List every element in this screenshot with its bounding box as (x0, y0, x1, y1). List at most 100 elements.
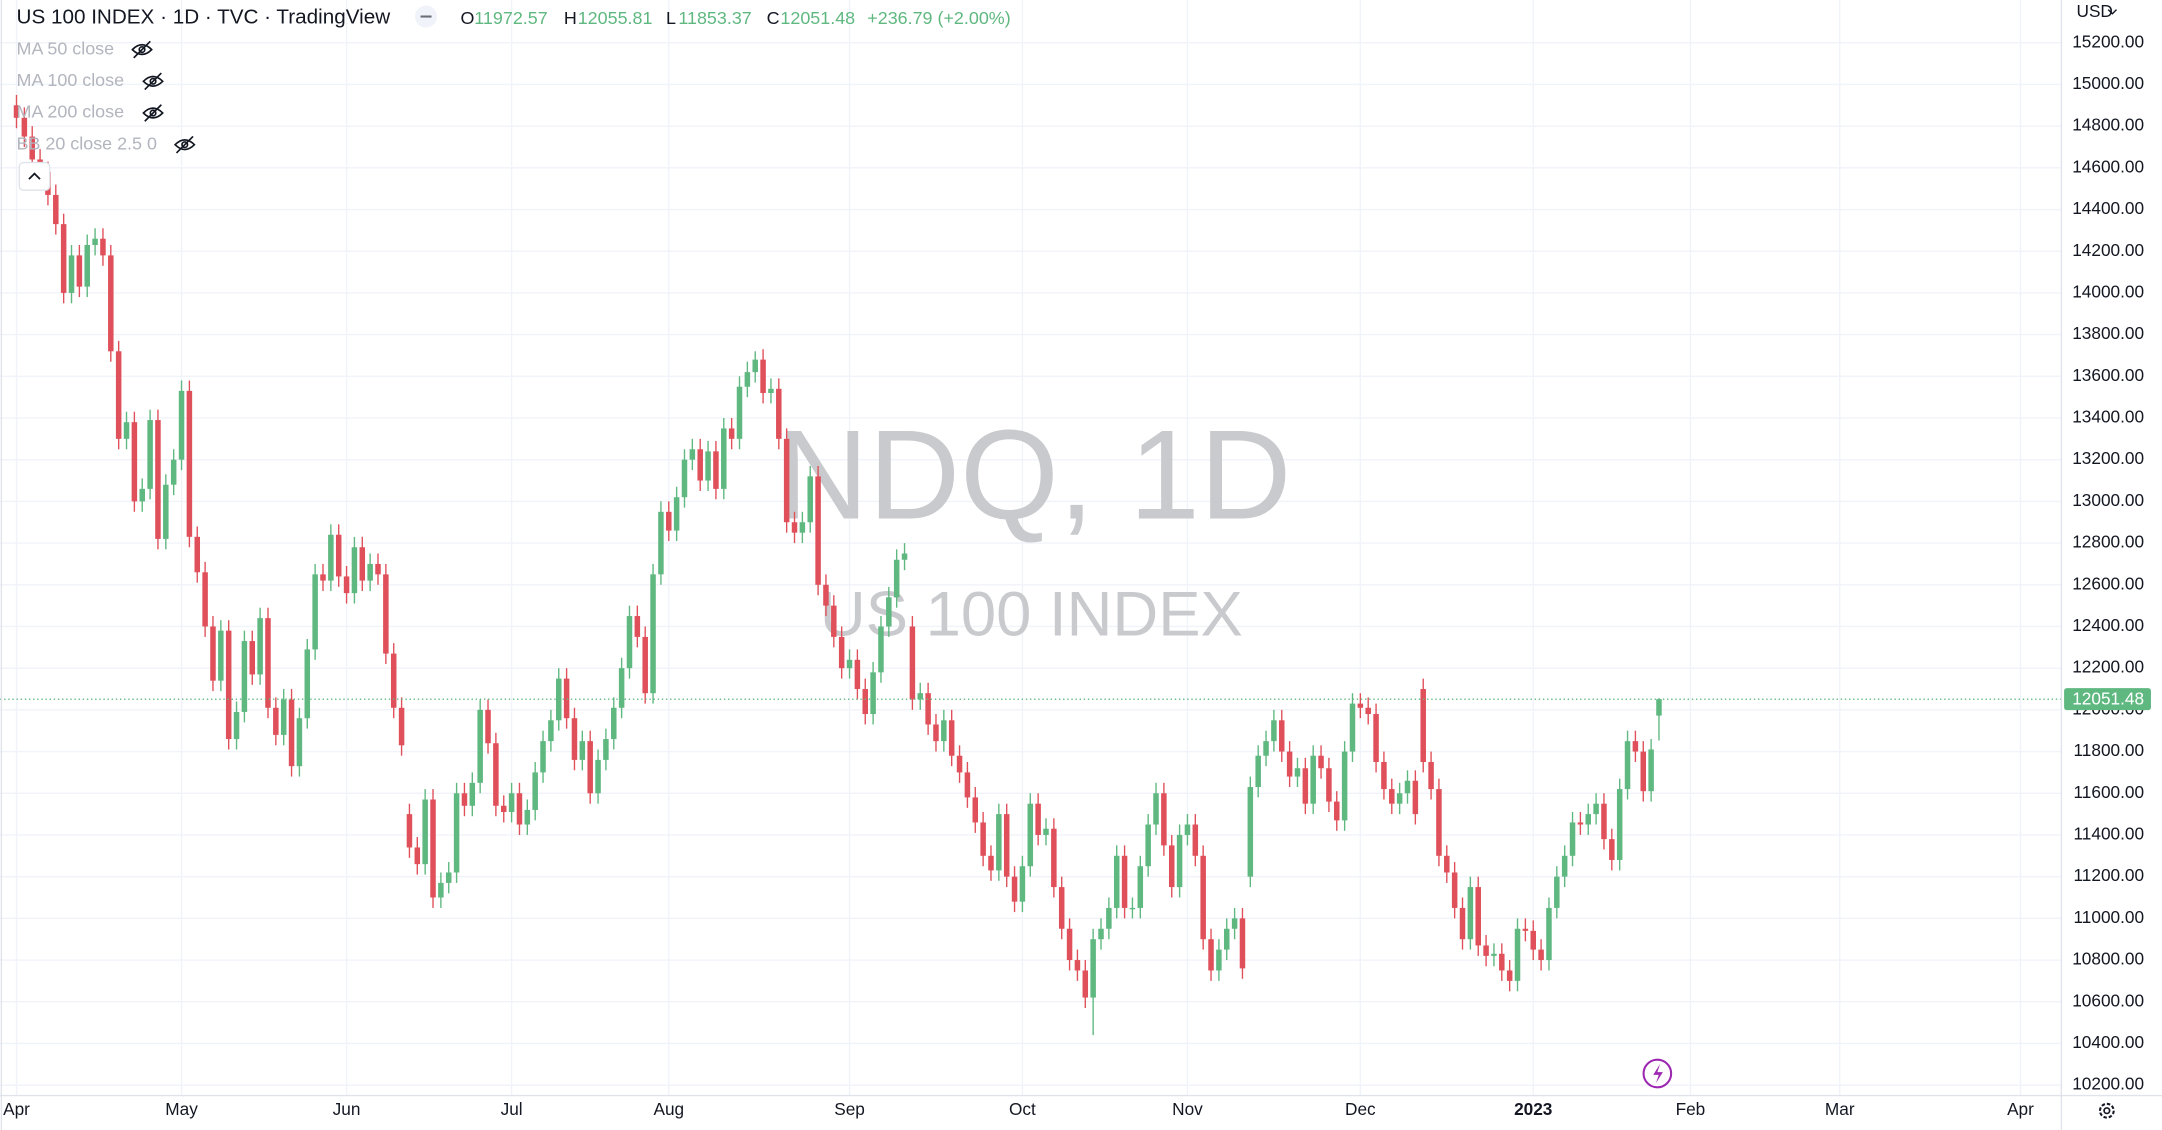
candle-body (273, 707, 279, 735)
eye-pupil[interactable] (149, 109, 157, 117)
eye-slash[interactable] (144, 72, 162, 91)
y-tick-label: 14800.00 (2072, 115, 2144, 135)
candle-body (1027, 803, 1034, 867)
hidden-eye-icon[interactable] (142, 72, 164, 91)
hidden-eye-icon[interactable] (142, 104, 164, 122)
hidden-eye-icon[interactable] (131, 40, 153, 59)
candle-body (1514, 928, 1521, 981)
candle-body (241, 641, 248, 712)
candle-body (689, 449, 696, 460)
collapse-legend-icon[interactable] (28, 172, 41, 180)
candle-body (933, 724, 939, 742)
currency-caret[interactable] (2107, 9, 2117, 15)
candle-body (115, 351, 122, 439)
candle-body (225, 630, 232, 740)
candle-body (390, 653, 397, 708)
candle-body (1263, 741, 1269, 756)
candle-body (108, 255, 114, 352)
candle-body (996, 814, 1002, 871)
candle-body (100, 238, 106, 256)
ohlc-label: L (666, 8, 676, 28)
candle-body (1561, 855, 1568, 877)
x-tick-label: Jun (333, 1099, 361, 1119)
eye-pupil[interactable] (181, 141, 189, 149)
eye-slash[interactable] (133, 40, 151, 59)
hidden-eye-icon[interactable] (173, 135, 196, 154)
collapse-legend[interactable] (18, 161, 51, 191)
currency[interactable]: USD (2077, 1, 2113, 21)
candle-body (721, 428, 727, 489)
y-tick-label: 13800.00 (2072, 323, 2144, 343)
candle-body (1396, 793, 1403, 804)
settings-button[interactable] (2098, 1102, 2115, 1119)
x-tick-label: May (165, 1099, 198, 1119)
y-tick-label: 11800.00 (2074, 740, 2145, 760)
candle-body (1538, 949, 1544, 961)
candle-body (265, 618, 271, 708)
eye-pupil[interactable] (149, 77, 157, 85)
candle-body (1058, 887, 1065, 929)
candle-body (1153, 793, 1159, 825)
candle-body (548, 720, 554, 742)
ohlc-header: O 11972.57 H 12055.81 L 11853.37 C 12051.48 +236… (461, 8, 1011, 28)
candle-body (477, 709, 483, 783)
x-tick-label: Aug (653, 1099, 684, 1119)
candle-body (68, 255, 75, 293)
x-tick-label: 2023 (1514, 1099, 1552, 1119)
eye-slash[interactable] (175, 135, 194, 154)
candle-body (571, 718, 578, 760)
collapse-button[interactable] (415, 5, 438, 28)
candle-body (540, 741, 546, 773)
x-tick-label: Apr (3, 1099, 30, 1119)
candle-body (909, 626, 916, 700)
y-tick-label: 13400.00 (2072, 407, 2144, 427)
ohlc-label: O (461, 8, 475, 28)
candle-body (956, 755, 963, 773)
candle-body (1176, 834, 1183, 888)
y-tick-label: 12200.00 (2072, 657, 2144, 677)
candle-body (815, 476, 821, 585)
candle-body (705, 451, 711, 481)
candle-body (202, 572, 208, 627)
candle-body (29, 136, 35, 160)
candle-body (972, 797, 979, 823)
collapse-legend-box[interactable] (18, 161, 51, 191)
candle-body (500, 805, 507, 813)
candle-body (461, 793, 468, 806)
x-tick-label: Dec (1345, 1099, 1376, 1119)
candle-body (210, 626, 216, 681)
candles (13, 94, 1662, 1036)
candle-body (1467, 887, 1474, 940)
y-tick-label: 11600.00 (2074, 782, 2145, 802)
candle-body (776, 388, 782, 439)
eye-pupil[interactable] (138, 46, 146, 54)
candle-body (335, 534, 342, 577)
last-price-tag (2064, 688, 2151, 711)
eye-slash[interactable] (144, 104, 162, 122)
candle-body (1483, 945, 1489, 956)
indicator-label[interactable]: MA 100 close (17, 70, 125, 90)
candle-body (84, 244, 90, 287)
ohlc-value: 12051.48 (780, 8, 855, 28)
indicator-label[interactable]: BB 20 close 2.5 0 (17, 133, 157, 153)
candle-body (288, 699, 295, 767)
candle-body (312, 574, 318, 650)
lightning-icon[interactable] (1653, 1063, 1663, 1084)
candle-body (587, 741, 593, 794)
indicator-label[interactable]: MA 50 close (17, 38, 115, 58)
lightning-button[interactable] (1642, 1058, 1673, 1089)
candle-body (1106, 907, 1112, 929)
gear-outer[interactable] (2098, 1102, 2115, 1119)
candle-body (666, 511, 672, 531)
y-tick-label: 13200.00 (2072, 448, 2144, 468)
gear-inner[interactable] (2103, 1107, 2111, 1115)
candle-body (453, 793, 460, 873)
candle-body (1035, 803, 1041, 835)
candle-body (1389, 789, 1395, 804)
candle-body (1082, 970, 1089, 998)
indicator-label[interactable]: MA 200 close (17, 102, 125, 122)
candle-body (296, 718, 303, 767)
candle-body (1145, 824, 1151, 867)
candle-body (1043, 828, 1049, 835)
candle-body (1208, 939, 1214, 971)
